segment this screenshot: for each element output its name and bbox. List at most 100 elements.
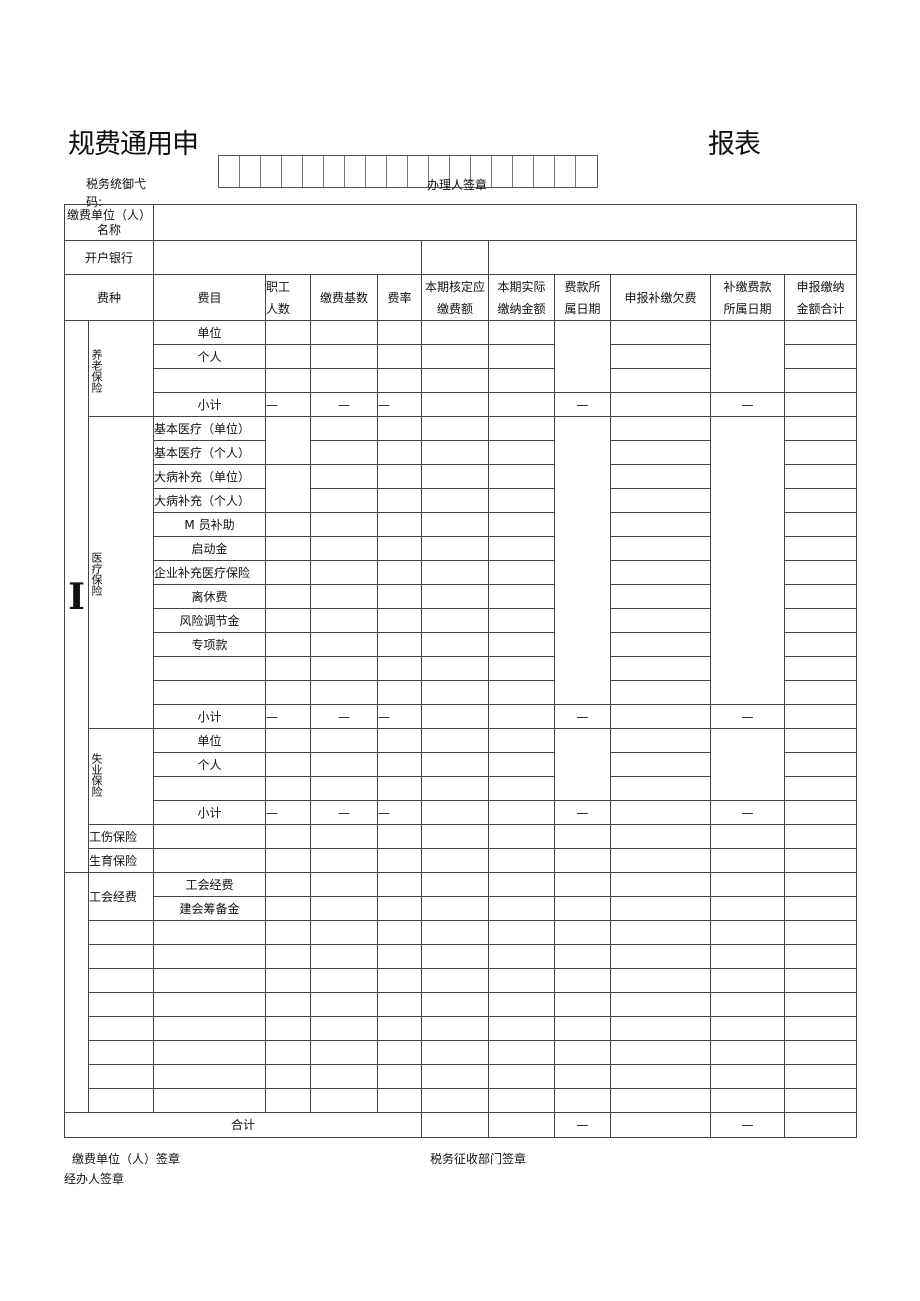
data-cell[interactable] bbox=[784, 608, 858, 633]
data-cell[interactable] bbox=[153, 944, 267, 969]
data-cell[interactable] bbox=[265, 728, 312, 753]
data-cell[interactable] bbox=[265, 680, 312, 705]
data-cell[interactable] bbox=[554, 824, 612, 849]
data-cell[interactable] bbox=[421, 728, 490, 753]
data-cell[interactable] bbox=[784, 464, 858, 489]
data-cell[interactable] bbox=[610, 752, 712, 777]
tax-code-digit-box[interactable] bbox=[450, 156, 471, 187]
data-cell[interactable] bbox=[784, 1040, 858, 1065]
data-cell[interactable] bbox=[310, 488, 379, 513]
data-cell[interactable] bbox=[488, 512, 556, 537]
data-cell[interactable] bbox=[310, 320, 379, 345]
data-cell[interactable] bbox=[784, 752, 858, 777]
data-cell[interactable] bbox=[488, 416, 556, 441]
data-cell[interactable] bbox=[310, 1040, 379, 1065]
data-cell[interactable] bbox=[377, 632, 423, 657]
data-cell[interactable] bbox=[488, 320, 556, 345]
data-cell[interactable] bbox=[265, 344, 312, 369]
data-cell[interactable] bbox=[610, 320, 712, 345]
data-cell[interactable] bbox=[488, 344, 556, 369]
arrears-period-cell[interactable] bbox=[710, 320, 786, 393]
data-cell[interactable] bbox=[784, 800, 858, 825]
data-cell[interactable] bbox=[784, 656, 858, 681]
data-cell[interactable] bbox=[610, 1064, 712, 1089]
data-cell[interactable] bbox=[377, 752, 423, 777]
data-cell[interactable] bbox=[421, 392, 490, 417]
data-cell[interactable] bbox=[610, 776, 712, 801]
data-cell[interactable] bbox=[377, 1088, 423, 1113]
data-cell[interactable] bbox=[377, 416, 423, 441]
bank-field[interactable] bbox=[153, 240, 423, 275]
data-cell[interactable] bbox=[421, 488, 490, 513]
tax-code-digit-box[interactable] bbox=[324, 156, 345, 187]
data-cell[interactable] bbox=[554, 1040, 612, 1065]
data-cell[interactable] bbox=[310, 872, 379, 897]
data-cell[interactable] bbox=[488, 1064, 556, 1089]
data-cell[interactable] bbox=[421, 344, 490, 369]
data-cell[interactable] bbox=[377, 920, 423, 945]
data-cell[interactable] bbox=[784, 440, 858, 465]
data-cell[interactable] bbox=[784, 392, 858, 417]
data-cell[interactable] bbox=[610, 1040, 712, 1065]
data-cell[interactable] bbox=[710, 824, 786, 849]
data-cell[interactable] bbox=[421, 320, 490, 345]
data-cell[interactable] bbox=[310, 824, 379, 849]
data-cell[interactable] bbox=[488, 944, 556, 969]
tax-code-digit-box[interactable] bbox=[513, 156, 534, 187]
data-cell[interactable] bbox=[421, 848, 490, 873]
tax-code-digit-box[interactable] bbox=[303, 156, 324, 187]
data-cell[interactable] bbox=[610, 920, 712, 945]
data-cell[interactable] bbox=[784, 848, 858, 873]
data-cell[interactable] bbox=[488, 752, 556, 777]
bank-account-field[interactable] bbox=[488, 240, 858, 275]
data-cell[interactable] bbox=[421, 512, 490, 537]
data-cell[interactable] bbox=[377, 824, 423, 849]
period-cell[interactable] bbox=[554, 416, 612, 705]
data-cell[interactable] bbox=[153, 824, 267, 849]
data-cell[interactable] bbox=[710, 1064, 786, 1089]
data-cell[interactable] bbox=[784, 416, 858, 441]
data-cell[interactable] bbox=[310, 1064, 379, 1089]
data-cell[interactable] bbox=[377, 896, 423, 921]
data-cell[interactable] bbox=[265, 824, 312, 849]
data-cell[interactable] bbox=[310, 560, 379, 585]
data-cell[interactable] bbox=[421, 944, 490, 969]
data-cell[interactable] bbox=[421, 464, 490, 489]
data-cell[interactable] bbox=[421, 536, 490, 561]
data-cell[interactable] bbox=[265, 968, 312, 993]
data-cell[interactable] bbox=[310, 968, 379, 993]
data-cell[interactable] bbox=[377, 440, 423, 465]
data-cell[interactable] bbox=[554, 944, 612, 969]
data-cell[interactable] bbox=[310, 848, 379, 873]
data-cell[interactable] bbox=[310, 728, 379, 753]
data-cell[interactable] bbox=[153, 1040, 267, 1065]
data-cell[interactable] bbox=[610, 608, 712, 633]
data-cell[interactable] bbox=[377, 1040, 423, 1065]
data-cell[interactable] bbox=[610, 848, 712, 873]
data-cell[interactable] bbox=[488, 440, 556, 465]
data-cell[interactable] bbox=[310, 344, 379, 369]
data-cell[interactable] bbox=[377, 680, 423, 705]
data-cell[interactable] bbox=[421, 1112, 490, 1138]
data-cell[interactable] bbox=[310, 920, 379, 945]
data-cell[interactable] bbox=[421, 440, 490, 465]
data-cell[interactable] bbox=[610, 656, 712, 681]
data-cell[interactable] bbox=[610, 584, 712, 609]
data-cell[interactable] bbox=[265, 1088, 312, 1113]
data-cell[interactable] bbox=[265, 416, 312, 465]
tax-code-digit-box[interactable] bbox=[492, 156, 513, 187]
data-cell[interactable] bbox=[610, 944, 712, 969]
data-cell[interactable] bbox=[87, 920, 155, 945]
data-cell[interactable] bbox=[554, 968, 612, 993]
tax-code-digit-box[interactable] bbox=[429, 156, 450, 187]
data-cell[interactable] bbox=[710, 1016, 786, 1041]
data-cell[interactable] bbox=[377, 728, 423, 753]
data-cell[interactable] bbox=[784, 368, 858, 393]
data-cell[interactable] bbox=[610, 632, 712, 657]
data-cell[interactable] bbox=[710, 848, 786, 873]
data-cell[interactable] bbox=[488, 704, 556, 729]
data-cell[interactable] bbox=[153, 1088, 267, 1113]
data-cell[interactable] bbox=[610, 704, 712, 729]
data-cell[interactable] bbox=[488, 848, 556, 873]
data-cell[interactable] bbox=[87, 1016, 155, 1041]
